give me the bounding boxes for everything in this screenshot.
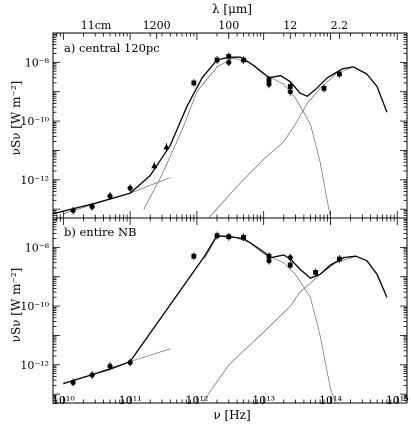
top-axis-title: λ [μm] <box>212 2 252 16</box>
labels-layer: a) central 120pc b) entire NB ν [Hz] λ [… <box>9 2 252 422</box>
points-layer <box>70 52 342 387</box>
data-point-triangle <box>151 162 158 169</box>
data-point-square <box>241 234 246 240</box>
data-point-square <box>226 234 232 240</box>
panel-b-label: b) entire NB <box>64 225 137 239</box>
data-point-circle <box>266 81 272 87</box>
total-model-curve <box>63 235 388 385</box>
x-tick-label: 10¹³ <box>252 394 275 407</box>
data-point-square <box>241 57 246 63</box>
data-point-circle <box>89 372 95 378</box>
data-point-triangle <box>163 143 170 150</box>
data-point-circle <box>70 207 76 214</box>
panel-frame-b <box>52 217 408 404</box>
x-tick-label: 10¹¹ <box>119 394 142 407</box>
data-point-circle <box>89 204 95 210</box>
data-point-square <box>191 80 197 86</box>
total-model-curve <box>52 56 388 215</box>
y-tick-label: 10⁻⁸ <box>25 241 50 254</box>
component-curve <box>201 255 388 404</box>
top-tick-label: 12 <box>283 19 297 32</box>
data-point-square <box>336 71 342 77</box>
data-point-square <box>313 270 319 275</box>
top-tick-label: 1200 <box>143 19 171 32</box>
component-curve <box>63 177 171 214</box>
data-point-square <box>321 85 327 91</box>
data-point-circle <box>287 254 293 261</box>
x-tick-label: 10¹² <box>185 394 208 407</box>
y-tick-label: 10⁻¹² <box>20 359 49 372</box>
data-point-square <box>214 57 220 63</box>
x-axis-title: ν [Hz] <box>213 408 250 422</box>
data-point-circle <box>127 185 133 191</box>
x-tick-label: 10¹⁵ <box>386 394 409 407</box>
top-tick-label: 100 <box>218 19 239 32</box>
y-tick-label: 10⁻¹⁰ <box>20 115 49 128</box>
data-point-circle <box>107 193 113 199</box>
data-point-circle <box>266 258 272 264</box>
data-point-square <box>266 253 272 259</box>
y-tick-label: 10⁻¹² <box>20 174 49 187</box>
top-tick-label: 2.2 <box>331 19 349 32</box>
panel-a-label: a) central 120pc <box>64 41 160 55</box>
data-point-square <box>287 262 293 268</box>
data-point-circle <box>226 59 232 65</box>
data-point-square <box>336 256 342 262</box>
data-point-circle <box>287 89 293 95</box>
y-axis-title-top: νSν [W m⁻²] <box>9 81 23 156</box>
data-point-circle <box>107 363 113 369</box>
top-tick-label: 11cm <box>81 19 112 32</box>
data-point-square <box>226 53 232 59</box>
y-tick-label: 10⁻¹⁰ <box>20 300 49 313</box>
data-point-circle <box>70 379 76 386</box>
data-point-square <box>287 84 293 89</box>
frame-layer <box>52 32 408 404</box>
x-tick-label: 10¹⁴ <box>319 394 342 407</box>
y-tick-label: 10⁻⁸ <box>25 56 50 69</box>
data-point-square <box>191 253 197 259</box>
x-tick-label: 10¹⁰ <box>52 394 75 407</box>
data-point-square <box>214 233 220 239</box>
data-point-circle <box>127 359 133 366</box>
data-point-square <box>266 77 272 83</box>
ticks-layer: 10¹⁰ 10¹¹ 10¹² 10¹³ 10¹⁴ 10¹⁵ 11cm 1200 100 12 2.2… <box>20 19 408 407</box>
component-curve <box>143 57 331 219</box>
y-axis-title-bottom: νSν [W m⁻²] <box>9 268 23 343</box>
